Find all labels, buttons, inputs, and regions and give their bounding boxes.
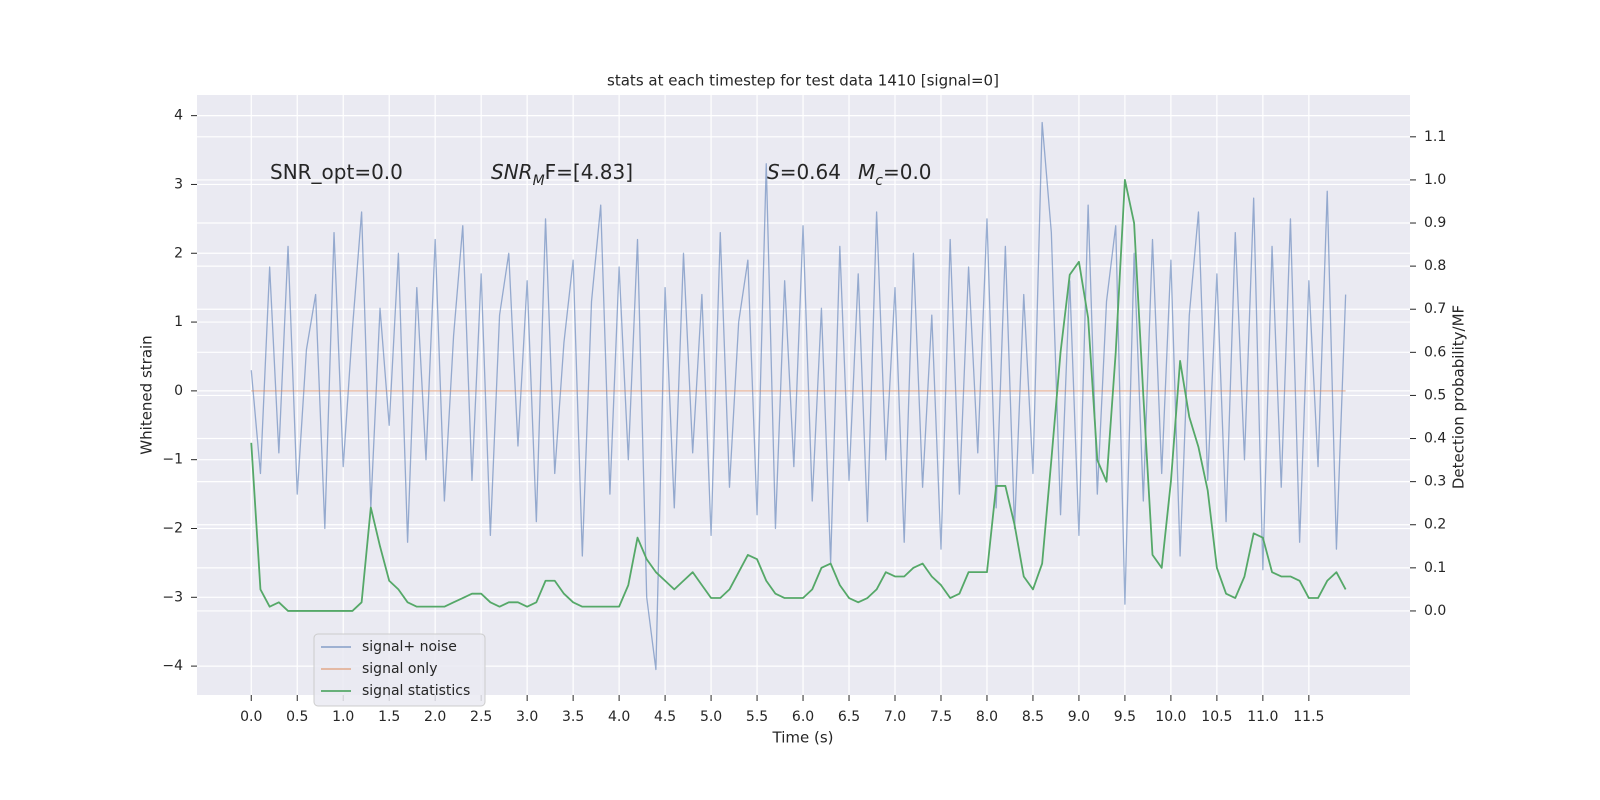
- grid: [191, 95, 1416, 701]
- annotation-part: SNR_opt=0.0: [270, 160, 403, 184]
- annotation-part: F=[4.83]: [545, 160, 633, 184]
- x-tick-label: 2.0: [424, 709, 446, 725]
- x-tick-label: 7.0: [884, 709, 906, 725]
- x-tick-label: 4.0: [608, 709, 630, 725]
- x-tick-label: 0.5: [286, 709, 308, 725]
- y-tick-label: −2: [162, 520, 183, 536]
- x-tick-label: 9.0: [1068, 709, 1090, 725]
- x-tick-label: 8.0: [976, 709, 998, 725]
- x-axis-label: Time (s): [772, 729, 834, 747]
- x-tick-label: 1.0: [332, 709, 354, 725]
- series-line: [250, 179, 1347, 612]
- annotation-part: SNR: [491, 160, 533, 184]
- x-tick-label: 6.0: [792, 709, 814, 725]
- x-tick-label: 9.5: [1114, 709, 1136, 725]
- annotation-part: S: [767, 160, 780, 184]
- y-tick-label: 0: [174, 383, 183, 399]
- chart-title: stats at each timestep for test data 141…: [607, 72, 999, 90]
- x-tick-label: 5.0: [700, 709, 722, 725]
- y2-tick-label: 0.2: [1424, 517, 1446, 533]
- y2-tick-label: 0.0: [1424, 603, 1446, 619]
- y-tick-label: 3: [174, 176, 183, 192]
- y-tick-label: −4: [162, 658, 183, 674]
- y-tick-label: 1: [174, 314, 183, 330]
- annotation: S=0.64: [767, 160, 841, 184]
- y2-tick-label: 0.6: [1424, 344, 1446, 360]
- x-tick-label: 0.0: [240, 709, 262, 725]
- annotation: SNRMF=[4.83]: [491, 160, 633, 190]
- annotation: Mc=0.0: [858, 160, 932, 190]
- legend-label: signal+ noise: [362, 639, 457, 655]
- x-tick-label: 5.5: [746, 709, 768, 725]
- y-axis-label: Whitened strain: [138, 335, 156, 454]
- y2-axis-label: Detection probability/MF: [1450, 305, 1468, 489]
- y2-tick-label: 0.4: [1424, 431, 1446, 447]
- legend-label: signal only: [362, 661, 437, 677]
- y-tick-label: 2: [174, 245, 183, 261]
- y2-tick-label: 1.1: [1424, 129, 1446, 145]
- x-tick-label: 3.0: [516, 709, 538, 725]
- legend-box: [313, 633, 486, 707]
- y2-tick-label: 0.7: [1424, 301, 1446, 317]
- y-tick-label: −1: [162, 452, 183, 468]
- y2-tick-label: 0.9: [1424, 215, 1446, 231]
- x-tick-label: 10.5: [1201, 709, 1232, 725]
- x-tick-label: 11.0: [1247, 709, 1278, 725]
- x-tick-label: 7.5: [930, 709, 952, 725]
- annotation-part: =0.64: [780, 160, 841, 184]
- x-tick-label: 2.5: [470, 709, 492, 725]
- annotation-part: =0.0: [883, 160, 932, 184]
- x-tick-label: 8.5: [1022, 709, 1044, 725]
- x-tick-label: 4.5: [654, 709, 676, 725]
- legend-label: signal statistics: [362, 683, 470, 699]
- y2-tick-label: 1.0: [1424, 172, 1446, 188]
- x-tick-label: 6.5: [838, 709, 860, 725]
- annotation-part: M: [858, 160, 875, 184]
- y2-tick-label: 0.3: [1424, 474, 1446, 490]
- y-tick-label: 4: [174, 108, 183, 124]
- y2-tick-label: 0.5: [1424, 387, 1446, 403]
- series-line: [250, 121, 1347, 671]
- x-tick-label: 10.0: [1155, 709, 1186, 725]
- annotation: SNR_opt=0.0: [270, 160, 403, 184]
- y2-tick-label: 0.8: [1424, 258, 1446, 274]
- y2-tick-label: 0.1: [1424, 560, 1446, 576]
- y-tick-label: −3: [162, 589, 183, 605]
- marks: [250, 121, 1347, 671]
- labels: 0.0 0.5 1.0 1.5 2.0 2.5 3.0 3.5 4.0 4.5 5.0 5.5 6.0 6…: [162, 108, 1446, 725]
- annotation-part: M: [533, 173, 545, 189]
- x-tick-label: 1.5: [378, 709, 400, 725]
- annotation-part: c: [875, 173, 883, 189]
- x-tick-label: 3.5: [562, 709, 584, 725]
- legend: signal+ noise signal only signal statistic…: [313, 633, 486, 707]
- x-tick-label: 11.5: [1293, 709, 1324, 725]
